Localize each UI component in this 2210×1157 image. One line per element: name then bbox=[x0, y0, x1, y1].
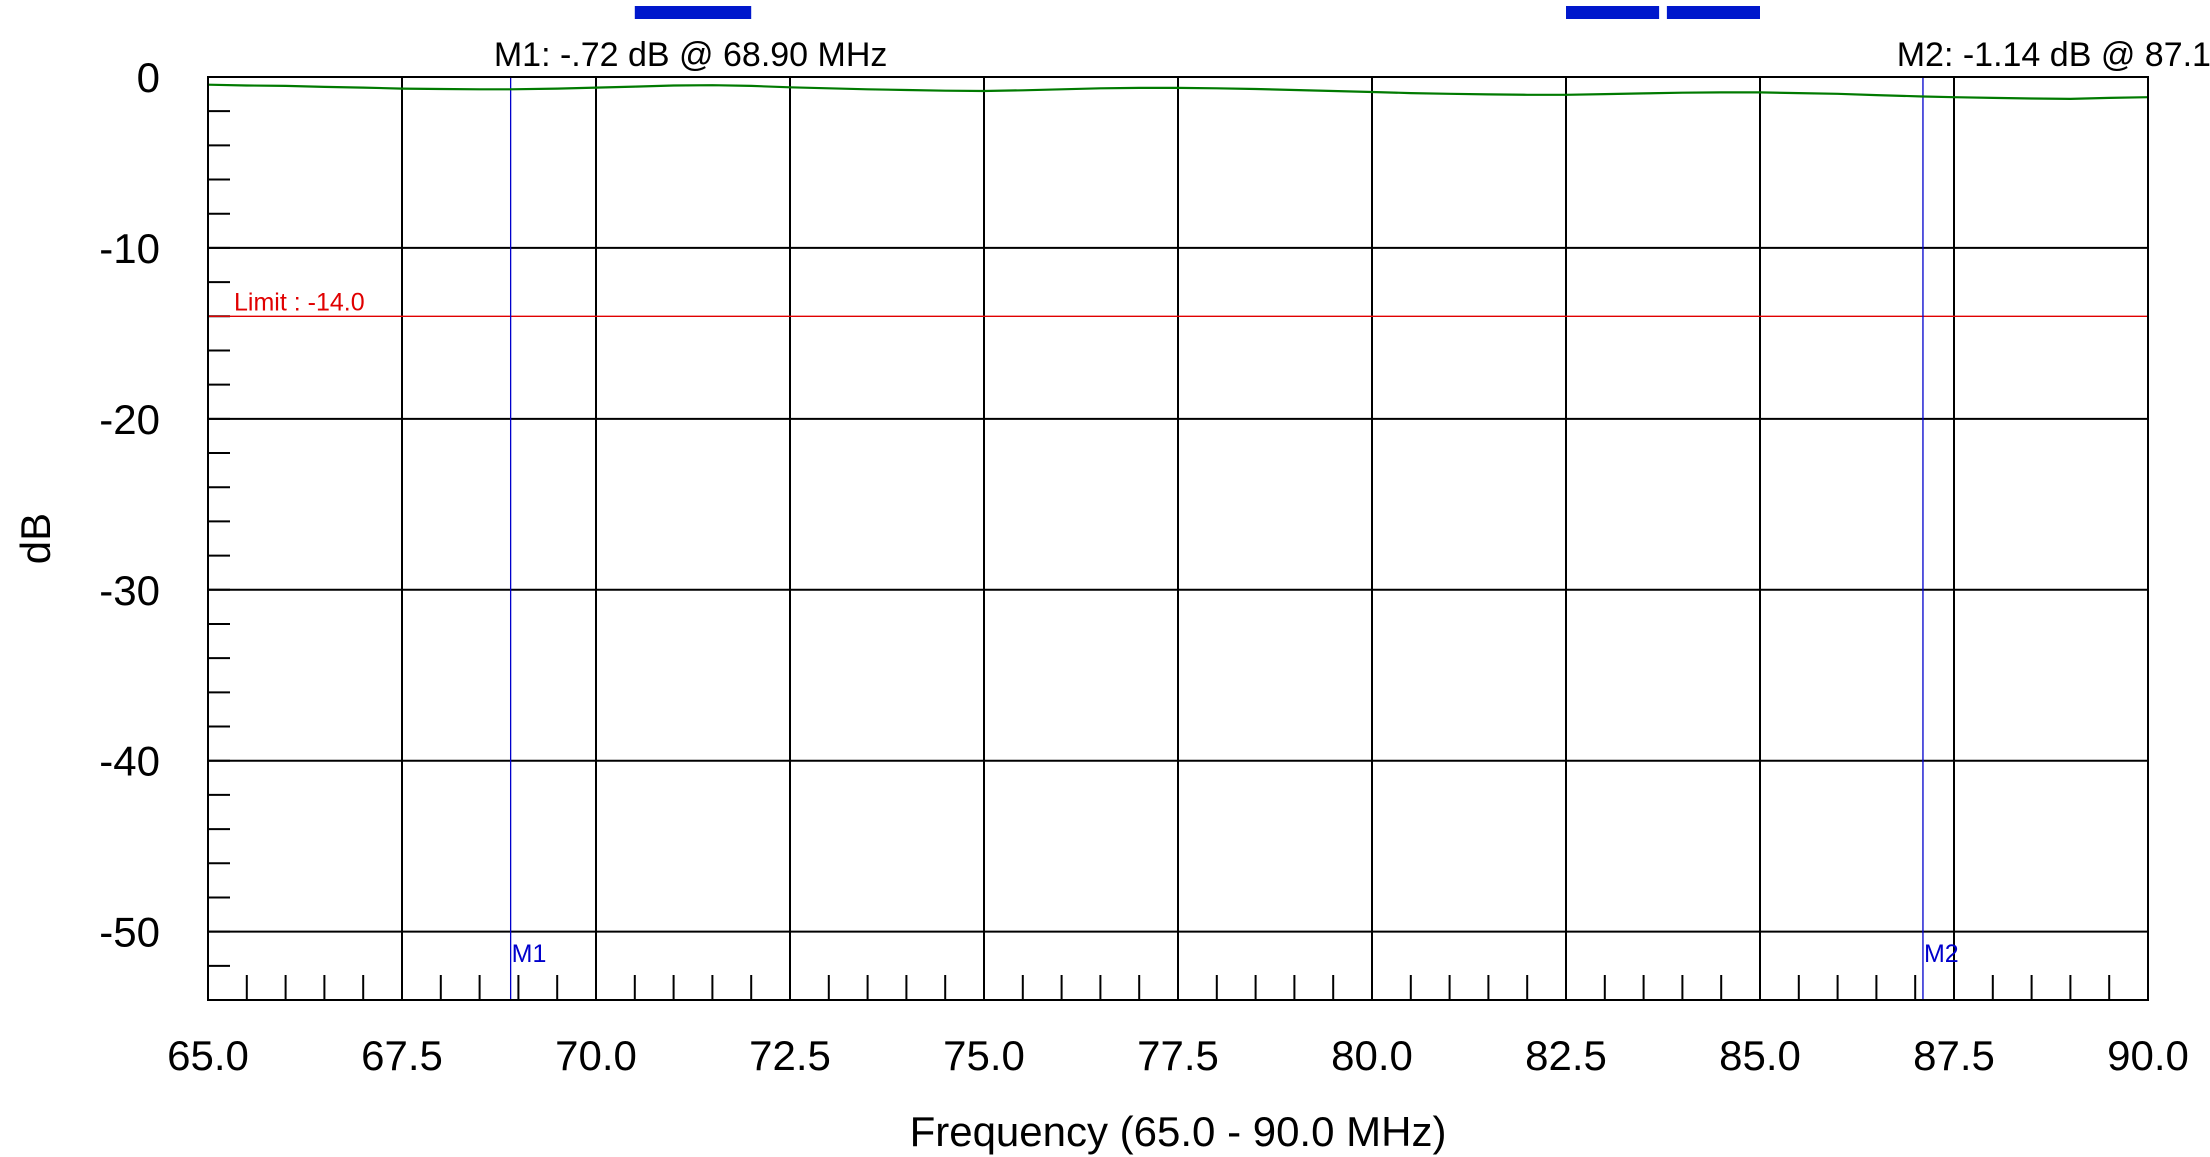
limit-label: Limit : -14.0 bbox=[234, 288, 365, 316]
x-tick-label: 65.0 bbox=[167, 1032, 249, 1079]
marker-label-m1: M1 bbox=[512, 940, 547, 968]
marker-readout-m1: M1: -.72 dB @ 68.90 MHz bbox=[494, 36, 888, 74]
plot-frame bbox=[207, 76, 2149, 1001]
minor-ticks bbox=[208, 76, 2111, 1000]
x-tick-label: 72.5 bbox=[749, 1032, 831, 1079]
x-tick-label: 67.5 bbox=[361, 1032, 443, 1079]
grid bbox=[208, 77, 2148, 1000]
marker-label-m2: M2 bbox=[1924, 940, 1959, 968]
passband-bar bbox=[1566, 6, 1660, 19]
x-axis-label: Frequency (65.0 - 90.0 MHz) bbox=[910, 1108, 1447, 1155]
y-tick-label: 0 bbox=[137, 54, 160, 101]
y-tick-label: -40 bbox=[99, 738, 160, 785]
marker-readout-m2: M2: -1.14 dB @ 87.10 MHz bbox=[1897, 36, 2210, 74]
y-axis-label: dB bbox=[12, 513, 59, 564]
x-tick-label: 80.0 bbox=[1331, 1032, 1413, 1079]
passband-indicators bbox=[634, 6, 1760, 19]
x-tick-label: 85.0 bbox=[1719, 1032, 1801, 1079]
x-tick-label: 77.5 bbox=[1137, 1032, 1219, 1079]
x-tick-labels: 65.0 67.5 70.0 72.5 75.0 77.5 80.0 82.5 85.0 87.5… bbox=[167, 1032, 2189, 1079]
y-tick-labels: 0 -10 -20 -30 -40 -50 bbox=[99, 54, 160, 956]
series-line-0 bbox=[207, 83, 2149, 101]
x-tick-label: 75.0 bbox=[943, 1032, 1025, 1079]
x-tick-label: 82.5 bbox=[1525, 1032, 1607, 1079]
limit-layer: Limit : -14.0 bbox=[208, 288, 2148, 317]
y-tick-label: -50 bbox=[99, 909, 160, 956]
y-tick-label: -30 bbox=[99, 567, 160, 614]
passband-bar bbox=[1666, 6, 1760, 19]
x-tick-label: 87.5 bbox=[1913, 1032, 1995, 1079]
passband-bar bbox=[634, 6, 752, 19]
y-tick-label: -10 bbox=[99, 225, 160, 272]
y-tick-label: -20 bbox=[99, 396, 160, 443]
x-tick-label: 70.0 bbox=[555, 1032, 637, 1079]
x-tick-label: 90.0 bbox=[2107, 1032, 2189, 1079]
markers: M1 M1: -.72 dB @ 68.90 MHz M2 M2: -1.14 dB … bbox=[494, 36, 2210, 1000]
series-layer bbox=[207, 83, 2149, 101]
